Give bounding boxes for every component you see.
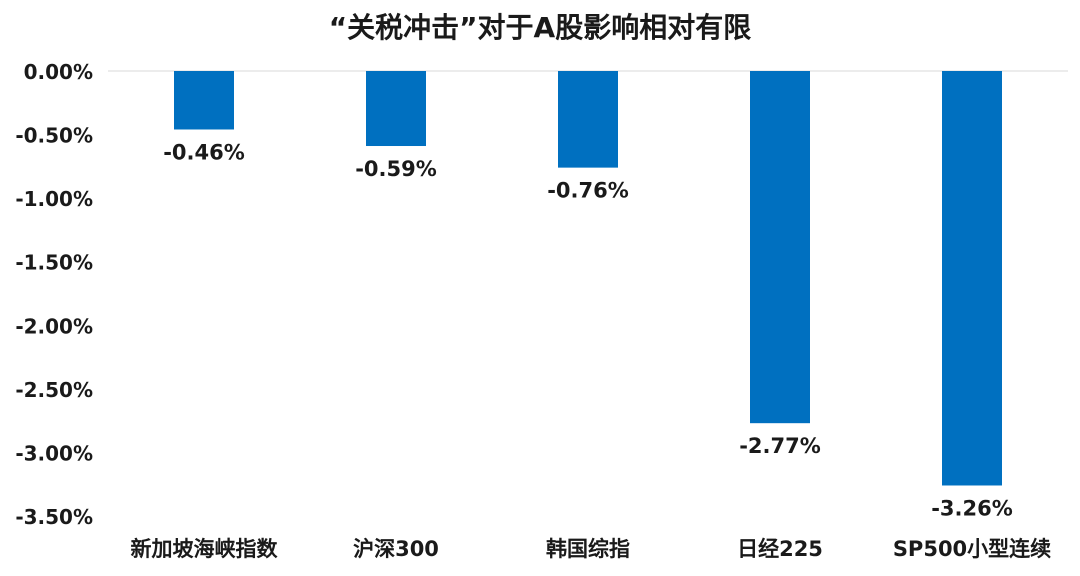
y-tick-label: -1.50% — [15, 251, 93, 275]
y-axis-ticks: 0.00% -0.50% -1.00% -1.50% -2.00% -2.50% -3.00… — [15, 60, 93, 529]
data-label: -0.76% — [547, 179, 629, 203]
x-tick-label: 沪深300 — [353, 537, 439, 561]
bar — [942, 71, 1002, 486]
data-labels: -0.46% -0.59% -0.76% -2.77% -3.26% — [163, 140, 1013, 520]
bar — [558, 71, 618, 168]
x-tick-label: 韩国综指 — [546, 537, 630, 561]
x-axis-labels: 新加坡海峡指数 沪深300 韩国综指 日经225 SP500小型连续 — [131, 537, 1052, 561]
x-tick-label: SP500小型连续 — [893, 537, 1051, 561]
x-tick-label: 新加坡海峡指数 — [131, 537, 279, 561]
y-tick-label: -3.00% — [15, 441, 93, 465]
bar — [750, 71, 810, 424]
bar — [366, 71, 426, 147]
data-label: -0.59% — [355, 157, 437, 181]
x-tick-label: 日经225 — [737, 537, 823, 561]
y-tick-label: -3.50% — [15, 505, 93, 529]
y-tick-label: -1.00% — [15, 187, 93, 211]
bars — [174, 71, 1002, 486]
data-label: -3.26% — [931, 496, 1013, 520]
bar — [174, 71, 234, 130]
y-tick-label: -2.00% — [15, 314, 93, 338]
y-tick-label: 0.00% — [24, 60, 93, 84]
data-label: -2.77% — [739, 434, 821, 458]
chart-title: “关税冲击”对于A股影响相对有限 — [328, 11, 752, 44]
y-tick-label: -2.50% — [15, 378, 93, 402]
data-label: -0.46% — [163, 140, 245, 164]
y-tick-label: -0.50% — [15, 124, 93, 148]
